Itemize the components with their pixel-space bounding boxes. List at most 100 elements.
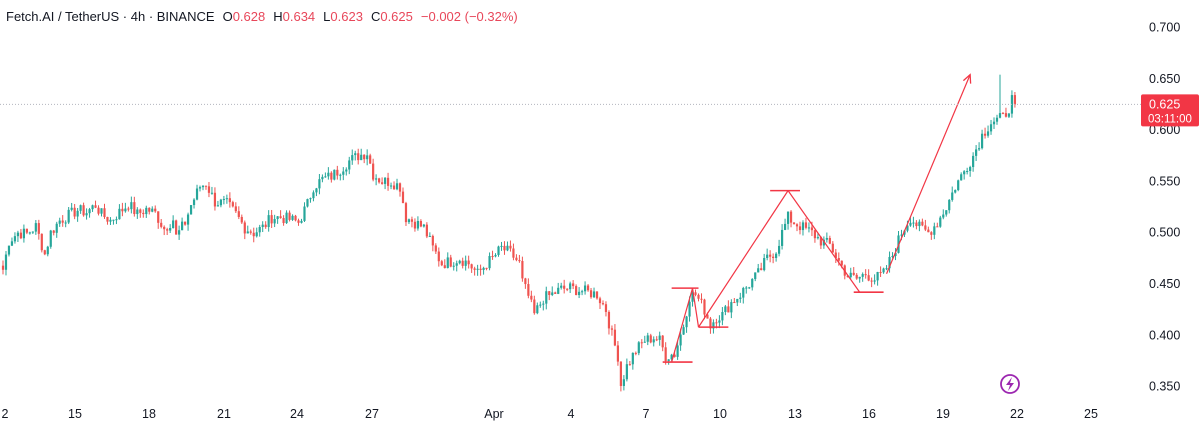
candle-body <box>715 322 718 324</box>
candle-body <box>542 303 545 305</box>
candle-body <box>786 211 790 224</box>
candle-body <box>575 286 578 296</box>
candle-body <box>733 302 736 304</box>
candle-body <box>234 206 237 212</box>
candle-body <box>948 199 951 211</box>
open-value: 0.628 <box>232 9 266 24</box>
candle-body <box>548 291 551 295</box>
candle-body <box>452 265 455 267</box>
candle-body <box>921 221 924 226</box>
candle-body <box>476 268 479 270</box>
candle-body <box>763 258 766 271</box>
candle-body <box>846 275 849 278</box>
candle-body <box>930 232 933 235</box>
candle-body <box>115 219 118 221</box>
candle-body <box>213 192 217 207</box>
last-price-tag: 0.625 03:11:00 <box>1141 94 1199 127</box>
candle-body <box>273 219 276 224</box>
candle-body <box>646 335 649 342</box>
candle-body <box>231 202 234 207</box>
candle-body <box>927 229 930 233</box>
x-tick-label: 22 <box>1010 407 1024 421</box>
candle-body <box>479 268 482 270</box>
symbol-title[interactable]: Fetch.AI / TetherUS · 4h · BINANCE <box>6 9 215 24</box>
change-value: −0.002 (−0.32%) <box>420 9 518 24</box>
candle-body <box>834 252 837 258</box>
candle-body <box>267 215 270 228</box>
candle-body <box>172 220 175 229</box>
candle-body <box>225 198 228 200</box>
candle-body <box>163 226 166 230</box>
candle-body <box>261 224 264 227</box>
candle-body <box>342 171 345 175</box>
candle-body <box>270 215 273 224</box>
candle-body <box>798 226 802 231</box>
y-tick-label: 0.400 <box>1149 328 1180 342</box>
candle-body <box>712 322 715 329</box>
candle-body <box>670 354 673 360</box>
y-tick-label: 0.650 <box>1149 72 1180 86</box>
lightning-icon[interactable] <box>1000 374 1020 394</box>
candle-body <box>189 205 193 215</box>
candle-body <box>622 379 625 386</box>
candle-body <box>933 226 936 235</box>
close-value: 0.625 <box>380 9 413 24</box>
candle-body <box>580 291 584 293</box>
candle-body <box>1004 113 1008 117</box>
candle-body <box>55 223 58 233</box>
candle-body <box>760 268 763 271</box>
candle-body <box>506 245 509 251</box>
candle-body <box>228 198 231 203</box>
candle-body <box>240 216 243 223</box>
candle-body <box>345 169 348 172</box>
candle-body <box>837 257 840 261</box>
candle-body <box>22 228 25 239</box>
candle-body <box>664 347 667 361</box>
candle-body <box>634 352 637 354</box>
candle-body <box>882 268 885 273</box>
candle-body <box>918 221 921 227</box>
candle-body <box>924 225 927 230</box>
x-tick-label: 19 <box>936 407 950 421</box>
candle-body <box>19 232 23 239</box>
candle-body <box>658 335 661 340</box>
candle-body <box>769 254 772 257</box>
candle-body <box>237 211 240 217</box>
x-tick-label: Apr <box>484 407 503 421</box>
x-tick-label: 27 <box>365 407 379 421</box>
candle-body <box>354 153 357 156</box>
candle-body <box>288 212 291 220</box>
drawing-trend-line <box>787 190 861 293</box>
candle-body <box>64 222 67 224</box>
y-axis[interactable]: 0.700 0.650 0.600 0.550 0.500 0.450 0.400 0.350 <box>1149 20 1180 393</box>
candle-body <box>201 185 205 188</box>
candle-body <box>831 243 834 253</box>
candle-body <box>151 208 154 212</box>
candle-body <box>909 222 912 226</box>
candle-body <box>601 303 605 305</box>
candle-body <box>554 292 557 294</box>
candle-body <box>643 341 646 343</box>
candle-body <box>828 237 831 244</box>
candle-body <box>198 187 202 189</box>
candle-body <box>363 154 366 160</box>
candle-body <box>216 205 220 207</box>
candle-body <box>942 214 945 218</box>
x-axis[interactable]: 2 15 18 21 24 27 Apr 4 7 10 13 16 19 22 25 <box>2 407 1098 421</box>
candle-body <box>246 231 249 234</box>
candle-body <box>915 222 918 227</box>
candle-body <box>572 283 575 287</box>
candle-body <box>852 272 855 275</box>
candle-body <box>497 246 500 255</box>
candle-body <box>103 208 106 217</box>
candle-body <box>586 285 590 291</box>
candle-body <box>395 183 399 190</box>
candle-body <box>530 295 533 300</box>
candle-body <box>422 224 425 227</box>
candles-group <box>1 74 1017 392</box>
candle-body <box>816 237 820 239</box>
candle-body <box>801 222 805 231</box>
candle-body <box>330 172 333 180</box>
candle-body <box>804 222 808 228</box>
